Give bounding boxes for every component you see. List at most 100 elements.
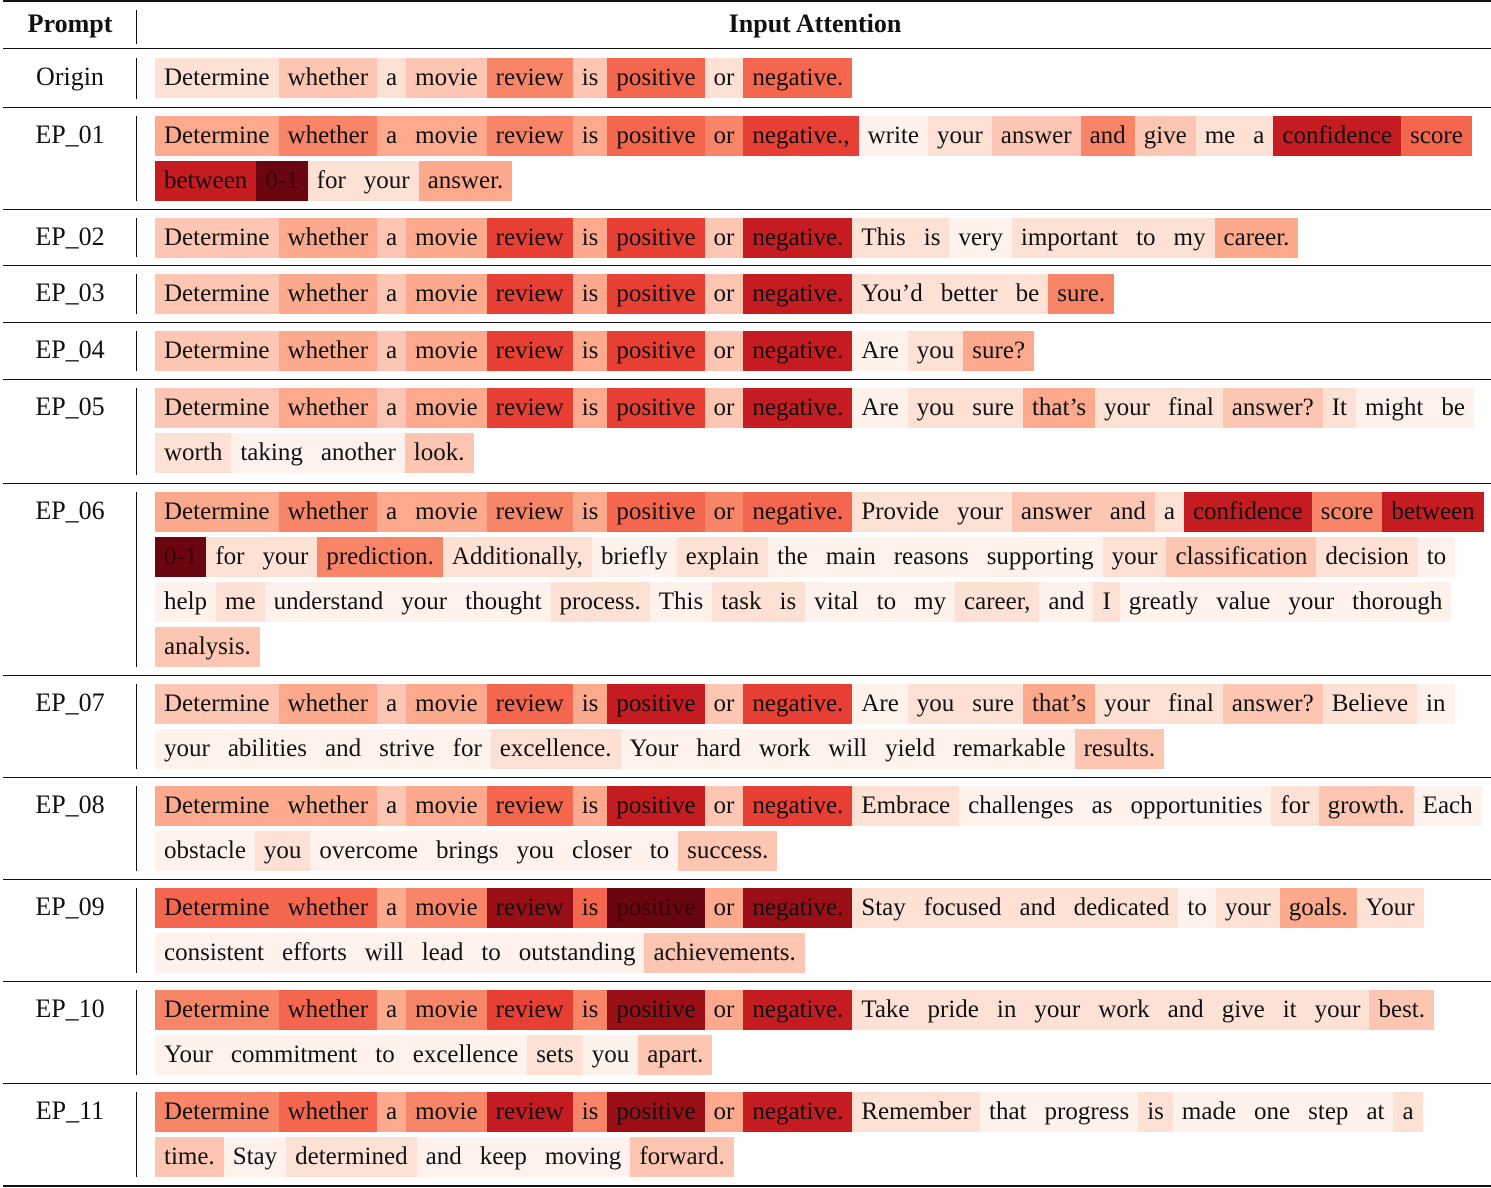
attention-token: is — [572, 218, 608, 258]
attention-token: a — [377, 388, 407, 428]
attention-token: classification — [1166, 537, 1317, 577]
table-row: EP_07 Determine whether a movie review is posit… — [0, 676, 1491, 777]
attention-token: Additionally, — [442, 537, 592, 577]
attention-tokens: Determine whether a movie review is positive or… — [155, 990, 1491, 1080]
attention-token: a — [377, 116, 407, 156]
attention-token: your — [1102, 537, 1167, 577]
attention-token: a — [1154, 492, 1184, 532]
attention-token: is — [572, 990, 608, 1030]
attention-token: is — [770, 582, 806, 622]
attention-token: for — [1271, 786, 1319, 826]
attention-token: movie — [406, 218, 487, 258]
attention-token: yield — [876, 729, 945, 769]
attention-token: or — [704, 274, 744, 314]
prompt-label: Origin — [36, 62, 104, 91]
attention-token: your — [1215, 888, 1280, 928]
attention-tokens: Determine whether a movie review is positive or… — [155, 1092, 1491, 1182]
attention-token: your — [155, 729, 219, 769]
prompt-label: EP_07 — [35, 688, 105, 717]
attention-token: help — [155, 582, 217, 622]
column-separator — [136, 990, 137, 1075]
attention-token: review — [486, 990, 573, 1030]
attention-token: you — [907, 684, 964, 724]
column-separator — [136, 492, 137, 667]
attention-token: whether — [278, 684, 378, 724]
attention-token: for — [206, 537, 254, 577]
attention-token: movie — [406, 58, 487, 98]
attention-token: and — [1080, 116, 1135, 156]
attention-token: a — [377, 274, 407, 314]
prompt-label: EP_05 — [35, 392, 105, 421]
attention-token: whether — [278, 888, 378, 928]
attention-token: your — [1305, 990, 1370, 1030]
attention-token: your — [948, 492, 1012, 532]
attention-token: or — [704, 218, 744, 258]
attention-token: is — [572, 1092, 608, 1132]
attention-token: you — [907, 388, 964, 428]
attention-token: another — [311, 433, 405, 473]
attention-token: review — [486, 331, 573, 371]
attention-token: Are — [852, 331, 908, 371]
attention-token: whether — [278, 331, 378, 371]
attention-token: efforts — [273, 933, 356, 973]
attention-token: Determine — [155, 116, 279, 156]
attention-token: goals. — [1279, 888, 1357, 928]
attention-token: is — [572, 888, 608, 928]
prompt-label: EP_02 — [35, 222, 105, 251]
attention-token: very — [949, 218, 1012, 258]
attention-token: you — [582, 1035, 639, 1075]
attention-token: or — [704, 331, 744, 371]
attention-token: it — [1273, 990, 1306, 1030]
attention-token: negative. — [743, 218, 853, 258]
column-separator — [136, 1092, 137, 1177]
attention-token: to — [472, 933, 510, 973]
attention-token: supporting — [977, 537, 1103, 577]
attention-token: positive — [607, 786, 705, 826]
attention-token: overcome — [310, 831, 427, 871]
column-separator — [136, 274, 137, 314]
attention-token: or — [704, 58, 744, 98]
attention-token: excellence. — [490, 729, 621, 769]
attention-token: answer? — [1222, 388, 1323, 428]
attention-token: negative. — [743, 58, 853, 98]
attention-token: lead — [412, 933, 473, 973]
attention-token: sure. — [1048, 274, 1115, 314]
attention-token: will — [819, 729, 877, 769]
attention-token: a — [1393, 1092, 1423, 1132]
attention-token: and — [1039, 582, 1094, 622]
attention-token: confidence — [1183, 492, 1312, 532]
attention-token: whether — [278, 58, 378, 98]
attention-token: you — [507, 831, 563, 871]
attention-token: positive — [607, 990, 705, 1030]
attention-token: your — [392, 582, 457, 622]
prompt-label: EP_06 — [35, 496, 105, 525]
attention-token: Determine — [155, 388, 279, 428]
attention-token: outstanding — [509, 933, 645, 973]
attention-token: briefly — [591, 537, 677, 577]
attention-token: pride — [918, 990, 988, 1030]
attention-token: Determine — [155, 274, 279, 314]
attention-token: decision — [1316, 537, 1418, 577]
attention-token: your — [1279, 582, 1344, 622]
row-rule — [3, 107, 1491, 108]
attention-token: whether — [278, 388, 378, 428]
attention-token: or — [704, 990, 744, 1030]
row-rule — [3, 483, 1491, 484]
attention-token: that — [980, 1092, 1036, 1132]
attention-token: give — [1212, 990, 1274, 1030]
attention-token: movie — [406, 388, 487, 428]
attention-token: brings — [426, 831, 508, 871]
attention-token: give — [1134, 116, 1196, 156]
attention-token: reasons — [884, 537, 978, 577]
attention-token: made — [1172, 1092, 1246, 1132]
attention-token: a — [1244, 116, 1274, 156]
attention-token: for — [443, 729, 491, 769]
attention-token: a — [377, 684, 407, 724]
attention-token: Determine — [155, 888, 279, 928]
header-separator — [136, 10, 137, 44]
attention-token: This — [649, 582, 713, 622]
column-separator — [136, 331, 137, 371]
attention-token: It — [1322, 388, 1356, 428]
attention-token: or — [704, 388, 744, 428]
column-separator — [136, 388, 137, 475]
